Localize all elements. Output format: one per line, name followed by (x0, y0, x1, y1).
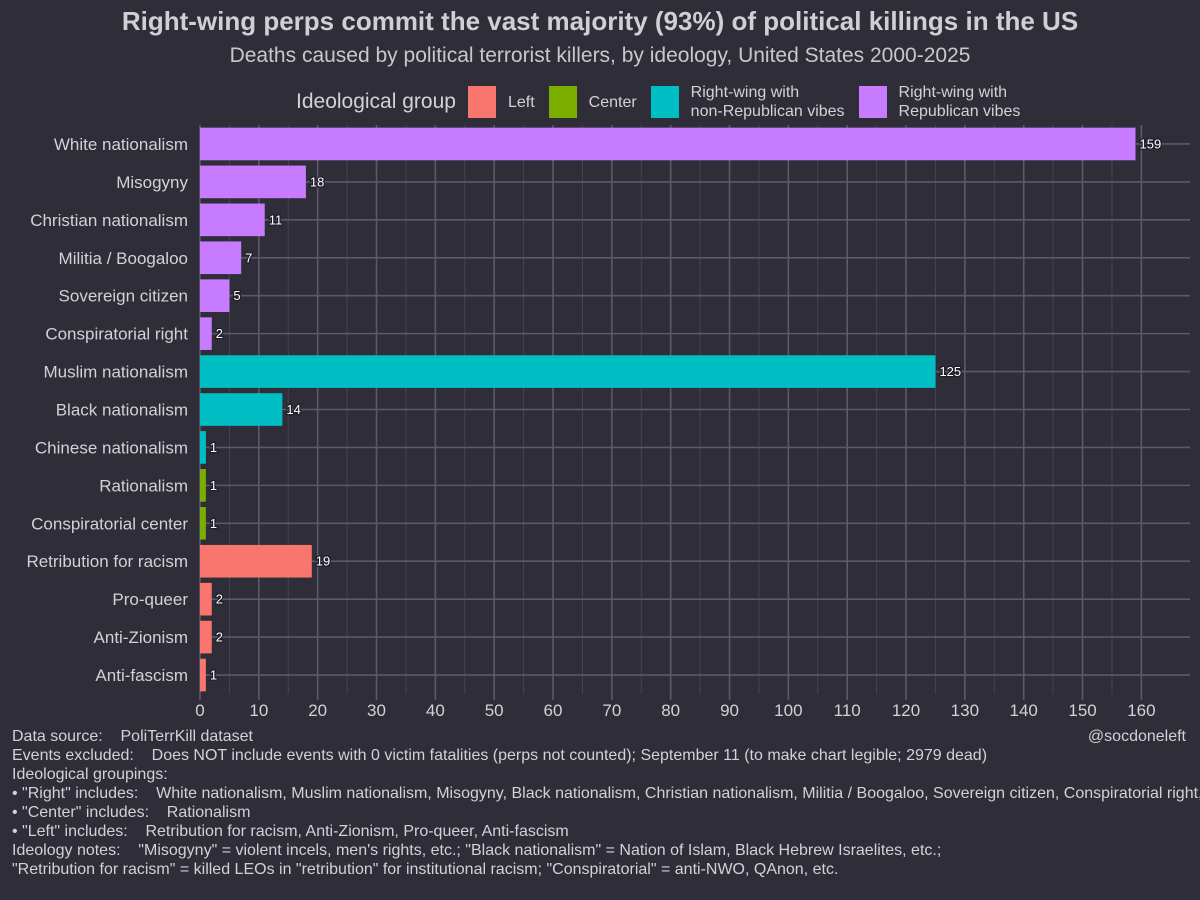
x-tick-label: 120 (892, 701, 920, 720)
note-groupings-title: Ideological groupings: (12, 766, 168, 783)
bar-value-label: 14 (286, 402, 300, 417)
x-tick-label: 70 (602, 701, 621, 720)
note-data-source: Data source: PoliTerrKill dataset (12, 728, 253, 745)
legend-title: Ideological group (296, 90, 456, 113)
category-label: Pro-queer (112, 590, 188, 609)
category-label: Christian nationalism (30, 211, 188, 230)
bar-value-label: 1 (210, 440, 217, 455)
x-tick-label: 20 (308, 701, 327, 720)
x-tick-label: 50 (485, 701, 504, 720)
legend-swatch-left (467, 86, 496, 118)
bar (200, 658, 206, 692)
category-label: Sovereign citizen (59, 287, 188, 306)
bar (200, 279, 230, 313)
bar-value-label: 11 (269, 212, 283, 227)
x-tick-label: 80 (661, 701, 680, 720)
bar-value-label: 7 (245, 250, 252, 265)
legend-item-left: Left (467, 86, 535, 118)
bar (200, 506, 206, 540)
bar (200, 317, 212, 350)
x-tick-label: 100 (774, 701, 802, 720)
x-tick-label: 130 (951, 701, 979, 720)
x-tick-label: 150 (1068, 701, 1096, 720)
note-right-includes: • "Right" includes: White nationalism, M… (12, 785, 1200, 802)
legend-swatch-right-non-republican (650, 86, 679, 118)
legend: Ideological group Left Center Right-wing… (296, 82, 1034, 122)
x-tick-label: 110 (834, 701, 861, 720)
bar (200, 620, 212, 654)
bar (200, 431, 206, 464)
category-label: Anti-fascism (95, 666, 188, 685)
legend-swatch-center (548, 86, 577, 118)
bar-value-label: 1 (210, 478, 217, 493)
x-tick-label: 30 (367, 701, 386, 720)
bar-value-label: 1 (210, 516, 217, 531)
note-ideology-1: Ideology notes: "Misogyny" = violent inc… (12, 842, 942, 859)
category-label: Militia / Boogaloo (59, 249, 188, 268)
bar-value-label: 19 (316, 554, 330, 569)
legend-label-left: Left (507, 93, 535, 111)
note-left-includes: • "Left" includes: Retribution for racis… (12, 823, 569, 840)
chart-title: Right-wing perps commit the vast majorit… (121, 6, 1079, 36)
chart-subtitle: Deaths caused by political terrorist kil… (229, 44, 971, 67)
bar (200, 165, 306, 199)
legend-item-right-non-republican: Right-wing with non-Republican vibes (650, 83, 845, 121)
x-tick-label: 90 (720, 701, 739, 720)
legend-label-center: Center (588, 93, 637, 111)
x-tick-label: 0 (195, 701, 204, 720)
note-center-includes: • "Center" includes: Rationalism (12, 804, 251, 821)
bar-value-label: 1 (210, 668, 217, 683)
category-label: Retribution for racism (26, 552, 188, 571)
bar (200, 241, 242, 275)
x-tick-label: 160 (1127, 701, 1155, 720)
category-label: Conspiratorial center (31, 514, 188, 533)
bar (200, 203, 265, 237)
x-tick-label: 10 (249, 701, 268, 720)
category-label: Anti-Zionism (94, 628, 188, 647)
note-events-excluded: Events excluded: Does NOT include events… (12, 747, 988, 764)
chart-notes: Data source: PoliTerrKill dataset Events… (12, 727, 1200, 879)
bar (200, 127, 1136, 161)
note-ideology-2: "Retribution for racism" = killed LEOs i… (12, 861, 839, 878)
bar (200, 469, 206, 502)
bar-value-label: 2 (216, 630, 223, 645)
bar-value-label: 2 (216, 592, 223, 607)
category-label: Misogyny (116, 173, 188, 192)
bar (200, 582, 212, 616)
category-label: Black nationalism (56, 401, 188, 420)
legend-item-right-republican: Right-wing with Republican vibes (858, 83, 1021, 121)
bar (200, 544, 312, 578)
legend-swatch-right-republican (858, 86, 887, 118)
bar-value-label: 2 (216, 326, 223, 341)
legend-label-right-republican: Right-wing with Republican vibes (898, 84, 1021, 120)
credit-handle: @socdoneleft (1087, 728, 1186, 745)
category-label: Chinese nationalism (35, 438, 188, 457)
legend-label-right-non-republican: Right-wing with non-Republican vibes (690, 84, 845, 120)
bar-value-label: 18 (310, 174, 324, 189)
category-label: Muslim nationalism (43, 363, 188, 382)
category-label: Conspiratorial right (45, 325, 188, 344)
bar-value-label: 5 (233, 288, 240, 303)
bar (200, 355, 936, 388)
legend-item-center: Center (548, 86, 637, 118)
x-tick-label: 60 (544, 701, 563, 720)
bar-value-label: 159 (1140, 136, 1162, 151)
bar-value-label: 125 (939, 364, 961, 379)
category-label: White nationalism (54, 135, 188, 154)
category-label: Rationalism (99, 476, 188, 495)
x-tick-label: 40 (426, 701, 445, 720)
x-tick-label: 140 (1010, 701, 1038, 720)
bar (200, 393, 283, 426)
